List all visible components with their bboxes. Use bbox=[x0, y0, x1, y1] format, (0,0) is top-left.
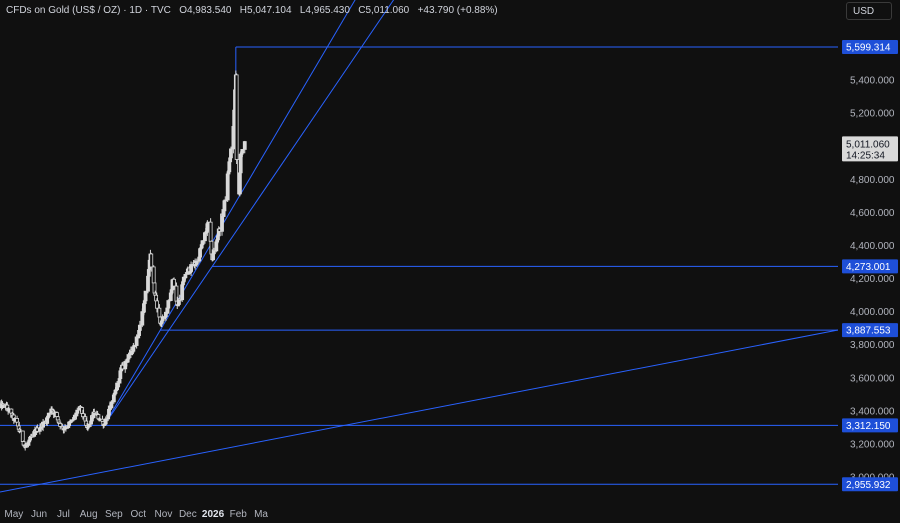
countdown-label: 14:25:34 bbox=[846, 150, 885, 161]
candle-body bbox=[151, 266, 156, 284]
last-price-tag bbox=[842, 136, 898, 162]
candle-body bbox=[189, 264, 194, 272]
high-value: H5,047.104 bbox=[239, 5, 292, 16]
level-price-label: 5,599.314 bbox=[846, 43, 891, 54]
candle-body bbox=[75, 409, 80, 414]
candle-body bbox=[137, 330, 141, 336]
level-price-label: 3,312.150 bbox=[846, 421, 891, 432]
candle-body bbox=[160, 316, 165, 322]
symbol-title: CFDs on Gold (US$ / OZ) · 1D · TVC bbox=[6, 5, 171, 16]
x-tick-label: Jul bbox=[57, 509, 70, 520]
candle-body bbox=[142, 303, 146, 313]
candle-body bbox=[58, 423, 63, 427]
y-tick-label: 3,600.000 bbox=[850, 373, 895, 384]
candle-body bbox=[237, 172, 242, 195]
candle-body bbox=[140, 311, 145, 326]
close-value: C5,011.060 bbox=[358, 5, 410, 16]
x-tick-label: Oct bbox=[130, 509, 146, 520]
candle-body bbox=[146, 275, 150, 292]
candle-body bbox=[15, 418, 19, 423]
level-price-label: 3,887.553 bbox=[846, 326, 891, 337]
candle-body bbox=[55, 412, 59, 418]
candle-body bbox=[194, 260, 199, 265]
candle-body bbox=[183, 274, 188, 279]
candle-body bbox=[137, 324, 142, 331]
x-tick-label: Nov bbox=[155, 509, 173, 520]
level-price-tag bbox=[842, 477, 898, 492]
candle-body bbox=[46, 412, 51, 417]
candle-body bbox=[229, 148, 233, 159]
candle-body bbox=[69, 419, 74, 422]
candle-body bbox=[157, 307, 162, 318]
trendline-2 bbox=[103, 0, 356, 426]
candle-body bbox=[131, 346, 136, 352]
candle-body bbox=[106, 414, 111, 420]
x-tick-label: Sep bbox=[105, 509, 123, 520]
x-tick-label: 2026 bbox=[202, 509, 225, 520]
last-price-label: 5,011.060 bbox=[846, 139, 890, 150]
candle-body bbox=[211, 250, 216, 255]
candle-body bbox=[181, 281, 185, 286]
x-tick-label: Feb bbox=[230, 509, 248, 520]
low-value: L4,965.430 bbox=[299, 5, 350, 16]
candle-body bbox=[28, 436, 32, 441]
y-tick-label: 3,800.000 bbox=[850, 340, 895, 351]
candle-body bbox=[166, 300, 171, 309]
trendline-0 bbox=[103, 0, 395, 426]
y-tick-label: 5,200.000 bbox=[850, 109, 895, 120]
candle-body bbox=[208, 221, 213, 242]
candle-body bbox=[103, 418, 108, 425]
open-value: O4,983.540 bbox=[179, 5, 232, 16]
x-tick-label: May bbox=[4, 509, 23, 520]
level-price-label: 2,955.932 bbox=[846, 480, 891, 491]
candle-body bbox=[24, 444, 28, 448]
candle-body bbox=[155, 300, 159, 309]
candle-body bbox=[172, 278, 176, 287]
candle-body bbox=[86, 423, 91, 428]
level-price-tag bbox=[842, 323, 898, 338]
symbol-info-bar: CFDs on Gold (US$ / OZ) · 1D · TVC O4,98… bbox=[6, 5, 498, 16]
currency-button[interactable]: USD bbox=[846, 2, 892, 20]
level-price-label: 4,273.001 bbox=[846, 262, 891, 273]
candle-body bbox=[165, 307, 170, 314]
x-tick-label: Dec bbox=[179, 509, 197, 520]
candle-body bbox=[29, 435, 34, 438]
y-tick-label: 4,600.000 bbox=[850, 208, 895, 219]
candle-body bbox=[149, 253, 154, 268]
y-tick-label: 3,200.000 bbox=[850, 439, 895, 450]
candle-body bbox=[200, 240, 205, 246]
x-tick-label: Jun bbox=[31, 509, 47, 520]
candle-body bbox=[63, 427, 68, 430]
level-price-tag bbox=[842, 259, 898, 274]
change-value: +43.790 (+0.88%) bbox=[417, 5, 498, 16]
candle-body bbox=[180, 284, 185, 301]
candle-body bbox=[240, 149, 245, 154]
x-tick-label: Ma bbox=[254, 509, 268, 520]
x-tick-label: Aug bbox=[80, 509, 98, 520]
candle-body bbox=[225, 173, 230, 201]
candle-body bbox=[115, 382, 120, 390]
trendline-1 bbox=[0, 329, 839, 493]
y-tick-label: 4,000.000 bbox=[850, 307, 895, 318]
candle-body bbox=[234, 74, 239, 160]
level-price-tag bbox=[842, 418, 898, 433]
y-tick-label: 4,400.000 bbox=[850, 241, 895, 252]
y-tick-label: 4,800.000 bbox=[850, 175, 895, 186]
candle-body bbox=[41, 421, 45, 428]
y-tick-label: 5,400.000 bbox=[850, 76, 895, 87]
candle-body bbox=[81, 413, 85, 418]
y-tick-label: 4,200.000 bbox=[850, 274, 895, 285]
candle-body bbox=[55, 416, 60, 421]
candle-body bbox=[132, 345, 137, 348]
candle-body bbox=[20, 430, 25, 442]
candle-body bbox=[223, 199, 228, 202]
candle-body bbox=[242, 141, 247, 150]
candle-body bbox=[143, 290, 148, 302]
candle-body bbox=[92, 411, 97, 414]
candle-body bbox=[126, 354, 131, 360]
level-price-tag bbox=[842, 40, 898, 55]
y-tick-label: 3,400.000 bbox=[850, 406, 895, 417]
candle-body bbox=[109, 401, 114, 409]
